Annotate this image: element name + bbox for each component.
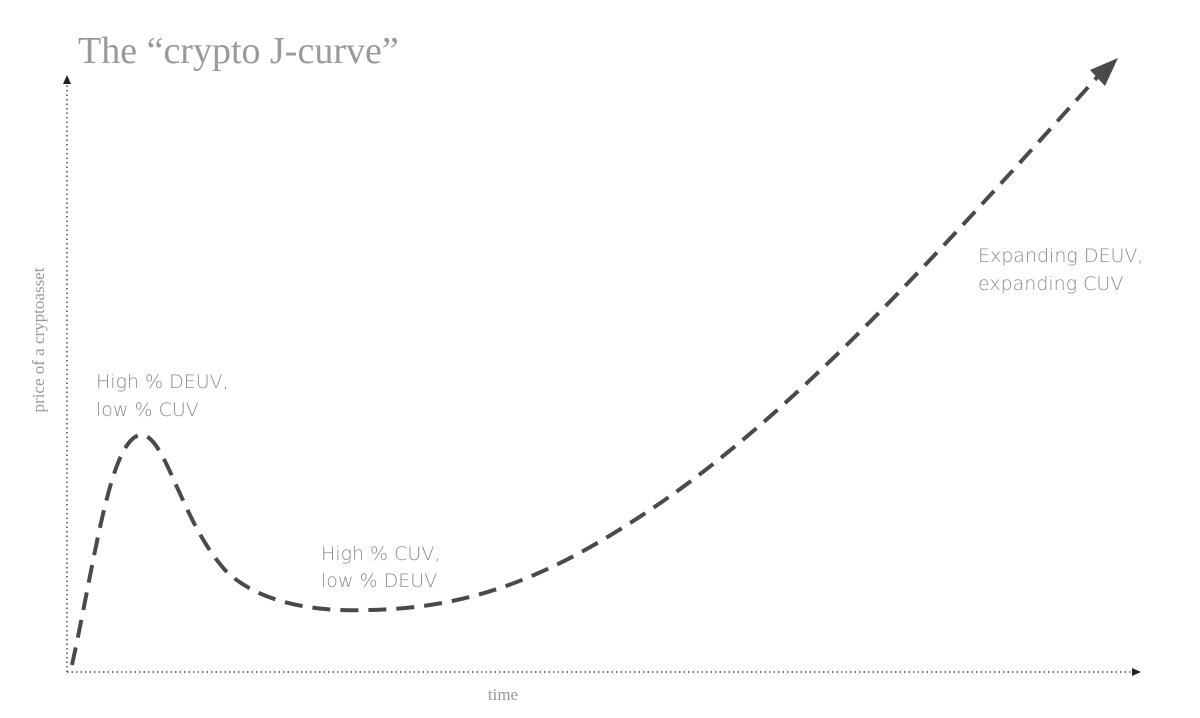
annotation-line: High % DEUV, (96, 371, 229, 393)
annotation-line: High % CUV, (321, 543, 440, 565)
annotation-line: low % CUV (96, 399, 199, 421)
x-axis-label: time (488, 685, 518, 704)
annotation-line: Expanding DEUV, (978, 245, 1143, 267)
curve-arrowhead (1090, 58, 1118, 86)
title: The “crypto J-curve” (78, 30, 399, 72)
annotation-line: low % DEUV (321, 570, 437, 592)
y-axis-label: price of a cryptoasset (29, 267, 48, 412)
j-curve (70, 72, 1102, 666)
annotation-line: expanding CUV (978, 273, 1123, 295)
